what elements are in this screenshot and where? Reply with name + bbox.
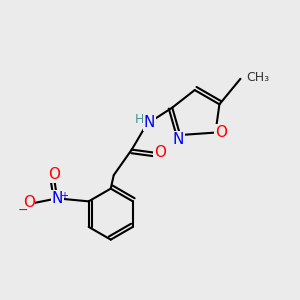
Text: −: −	[18, 204, 28, 217]
Text: N: N	[143, 115, 155, 130]
Text: H: H	[135, 113, 144, 126]
Text: N: N	[173, 132, 184, 147]
Text: CH₃: CH₃	[246, 71, 269, 84]
Text: O: O	[154, 145, 166, 160]
Text: O: O	[48, 167, 60, 182]
Text: O: O	[215, 125, 227, 140]
Text: N: N	[52, 191, 63, 206]
Text: +: +	[60, 191, 68, 201]
Text: O: O	[23, 195, 35, 210]
